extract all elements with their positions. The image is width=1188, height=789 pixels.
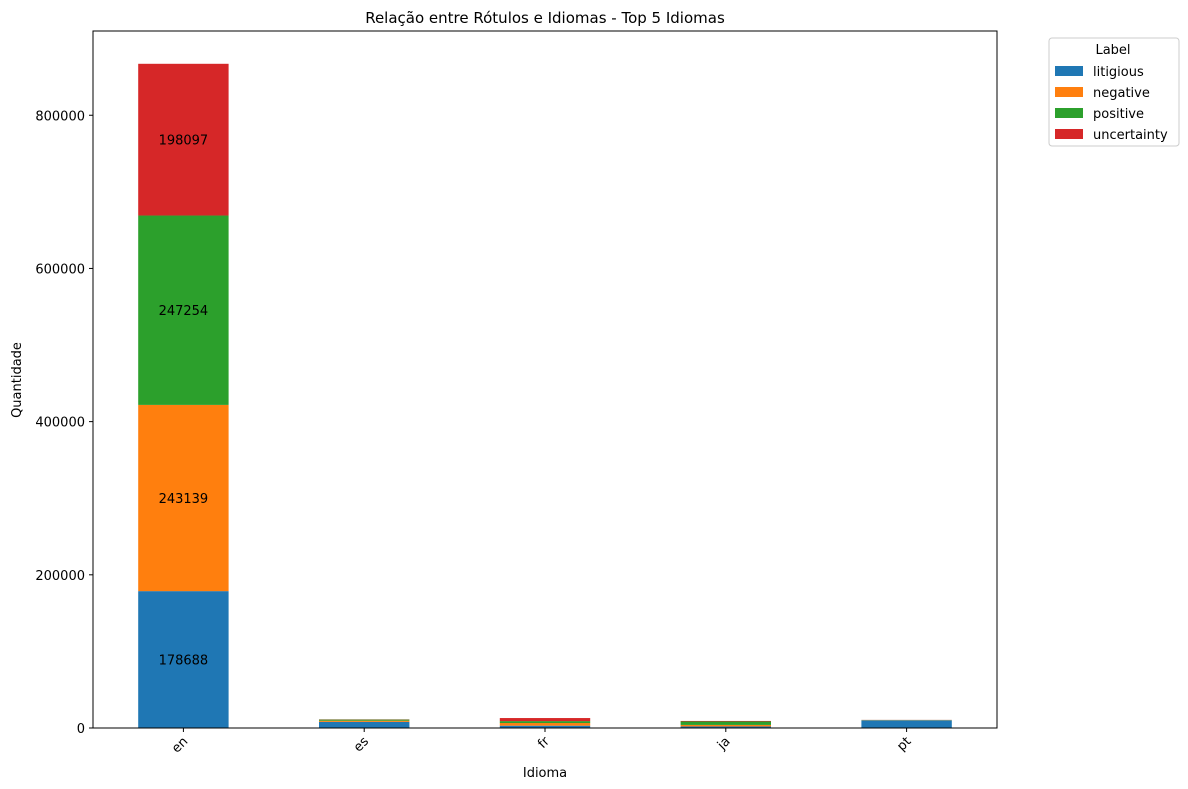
bar-ja-uncertainty: [680, 720, 771, 722]
legend-swatch-uncertainty: [1055, 129, 1083, 139]
x-axis: en es fr ja pt: [169, 728, 914, 756]
bar-en-uncertainty: [138, 63, 229, 216]
bar-en-positive: [138, 215, 229, 405]
y-tick-label: 400000: [35, 416, 85, 431]
bar-ja-litigious: [680, 726, 771, 728]
bar-fr-negative: [499, 723, 591, 726]
bar-fr-litigious: [499, 725, 591, 728]
bar-fr-uncertainty: [499, 718, 591, 722]
bar-ja-negative: [680, 724, 771, 727]
bar-es-litigious: [319, 721, 410, 728]
y-axis: 0 200000 400000 600000 800000: [35, 109, 93, 737]
bar-ja-positive: [680, 721, 771, 725]
x-tick-label-fr: fr: [535, 734, 553, 752]
x-axis-label: Idioma: [523, 766, 567, 781]
x-tick-label-ja: ja: [714, 734, 734, 754]
legend-swatch-negative: [1055, 87, 1083, 97]
x-tick-label-en: en: [169, 734, 191, 756]
bars-group: [138, 63, 952, 728]
y-tick-label: 800000: [35, 109, 85, 124]
legend: Label litigious negative positive uncertain…: [1048, 37, 1180, 147]
bar-es-positive: [319, 719, 410, 721]
legend-swatch-litigious: [1055, 66, 1083, 76]
data-label-en-uncertainty: 198097: [159, 134, 209, 149]
chart-title: Relação entre Rótulos e Idiomas - Top 5 …: [365, 9, 725, 27]
legend-label-negative: negative: [1093, 86, 1150, 101]
bar-fr-positive: [499, 721, 591, 724]
x-tick-label-es: es: [351, 734, 372, 755]
legend-items: litigious negative positive uncertainty: [1055, 65, 1168, 143]
legend-swatch-positive: [1055, 108, 1083, 118]
x-tick-label-pt: pt: [894, 734, 914, 754]
data-label-en-positive: 247254: [159, 304, 209, 319]
legend-frame: [1048, 37, 1180, 147]
data-label-en-litigious: 178688: [159, 654, 209, 669]
bar-en-negative: [138, 404, 229, 592]
y-tick-label: 200000: [35, 569, 85, 584]
y-tick-label: 600000: [35, 262, 85, 277]
y-tick-label: 0: [77, 722, 85, 737]
bar-labels-group: 178688 243139 247254 198097: [159, 134, 209, 669]
legend-label-litigious: litigious: [1093, 65, 1144, 80]
legend-label-positive: positive: [1093, 107, 1144, 122]
data-label-en-negative: 243139: [159, 492, 209, 507]
legend-label-uncertainty: uncertainty: [1093, 128, 1168, 143]
legend-title: Label: [1095, 43, 1130, 58]
y-axis-label: Quantidade: [10, 342, 25, 418]
bar-pt-litigious: [861, 720, 952, 728]
bar-es-negative: [319, 720, 410, 722]
bar-en-litigious: [138, 591, 229, 728]
